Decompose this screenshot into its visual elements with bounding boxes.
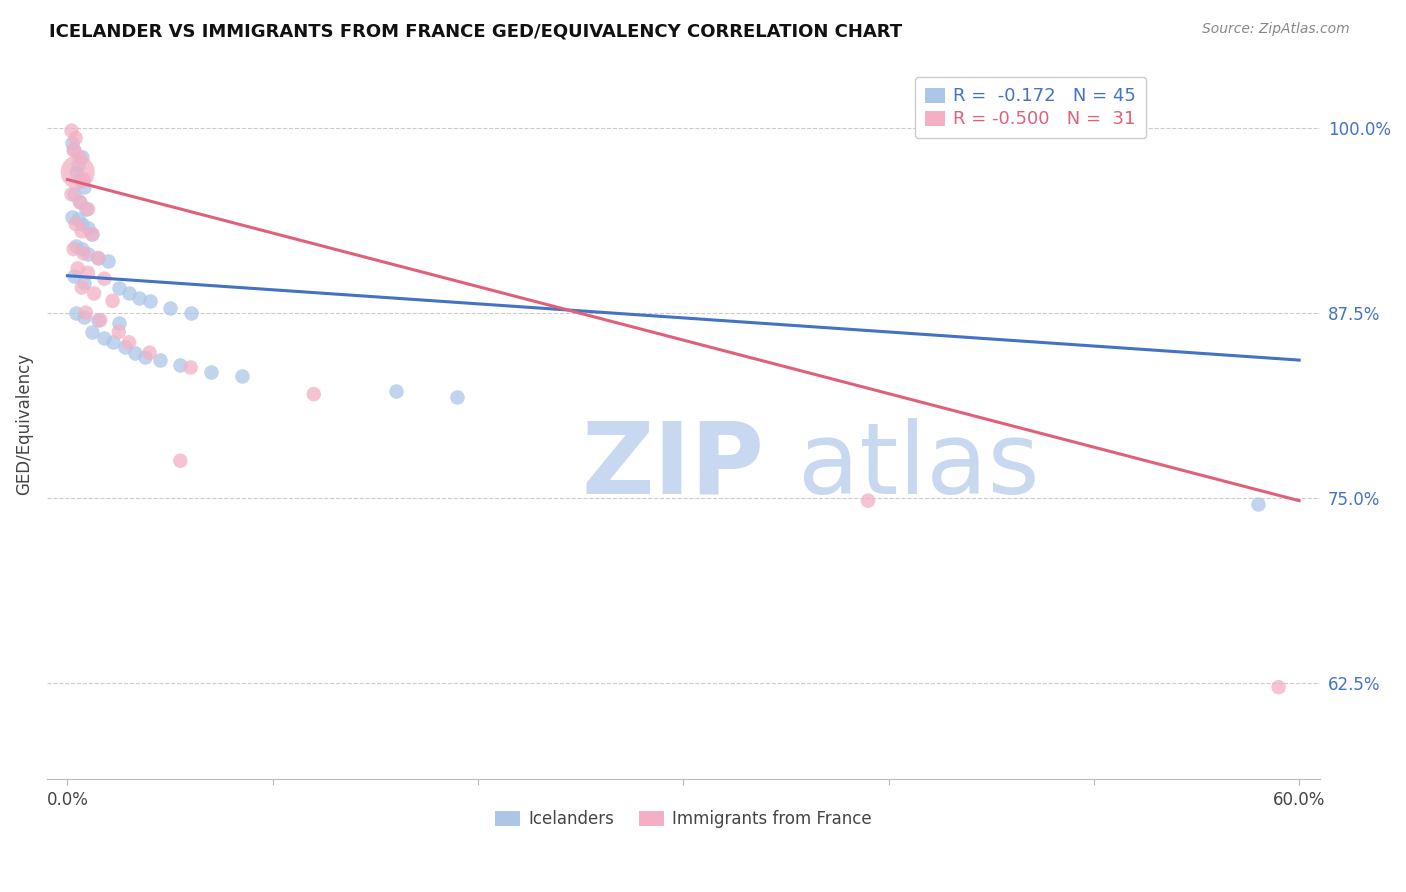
Point [66,158,89,172]
Point [65,165,87,179]
Point [138,345,160,359]
Point [118,286,141,301]
Point [385,384,408,399]
Point [107,325,129,339]
Point [60,136,83,150]
Point [69,150,91,164]
Point [93,331,115,345]
Point [169,358,191,372]
Point [65,217,87,231]
Point [66,165,89,179]
Point [77,202,100,216]
Point [69,194,91,209]
Point [75,306,97,320]
Point [62,242,84,256]
Point [70,224,93,238]
Point [80,227,103,242]
Point [73,276,96,290]
Point [89,313,111,327]
Point [70,150,93,164]
Point [169,454,191,468]
Point [69,194,91,209]
Point [200,365,222,379]
Point [62,187,84,202]
Point [159,301,181,316]
Point [180,360,202,375]
Point [75,202,97,216]
Point [101,335,124,350]
Point [73,310,96,325]
Point [128,291,150,305]
Point [114,340,136,354]
Point [73,180,96,194]
Y-axis label: GED/Equivalency: GED/Equivalency [15,352,32,495]
Point [62,268,84,283]
Point [107,280,129,294]
Text: ICELANDER VS IMMIGRANTS FROM FRANCE GED/EQUIVALENCY CORRELATION CHART: ICELANDER VS IMMIGRANTS FROM FRANCE GED/… [49,22,903,40]
Point [65,131,87,145]
Point [302,387,325,401]
Point [134,350,156,364]
Point [70,242,93,256]
Point [87,251,110,265]
Point [65,239,87,253]
Point [1247,497,1270,511]
Point [231,369,253,384]
Text: ZIP: ZIP [582,417,765,515]
Point [69,172,91,186]
Point [97,254,120,268]
Point [70,217,93,231]
Point [107,316,129,330]
Point [87,251,110,265]
Point [124,345,146,359]
Point [70,280,93,294]
Point [62,143,84,157]
Point [60,124,83,138]
Point [856,493,879,508]
Point [60,187,83,202]
Point [77,221,100,235]
Point [65,306,87,320]
Text: atlas: atlas [797,417,1039,515]
Point [80,227,103,242]
Point [60,210,83,224]
Point [80,325,103,339]
Point [62,143,84,157]
Point [180,306,202,320]
Point [93,271,115,285]
Text: Source: ZipAtlas.com: Source: ZipAtlas.com [1202,22,1350,37]
Point [66,261,89,276]
Point [73,246,96,260]
Point [1267,680,1289,694]
Point [149,353,172,368]
Point [77,246,100,260]
Point [73,172,96,186]
Point [138,293,160,308]
Point [66,212,89,227]
Point [77,266,100,280]
Legend: Icelanders, Immigrants from France: Icelanders, Immigrants from France [488,803,879,835]
Point [101,293,124,308]
Point [446,390,468,404]
Point [87,313,110,327]
Point [118,335,141,350]
Point [83,286,105,301]
